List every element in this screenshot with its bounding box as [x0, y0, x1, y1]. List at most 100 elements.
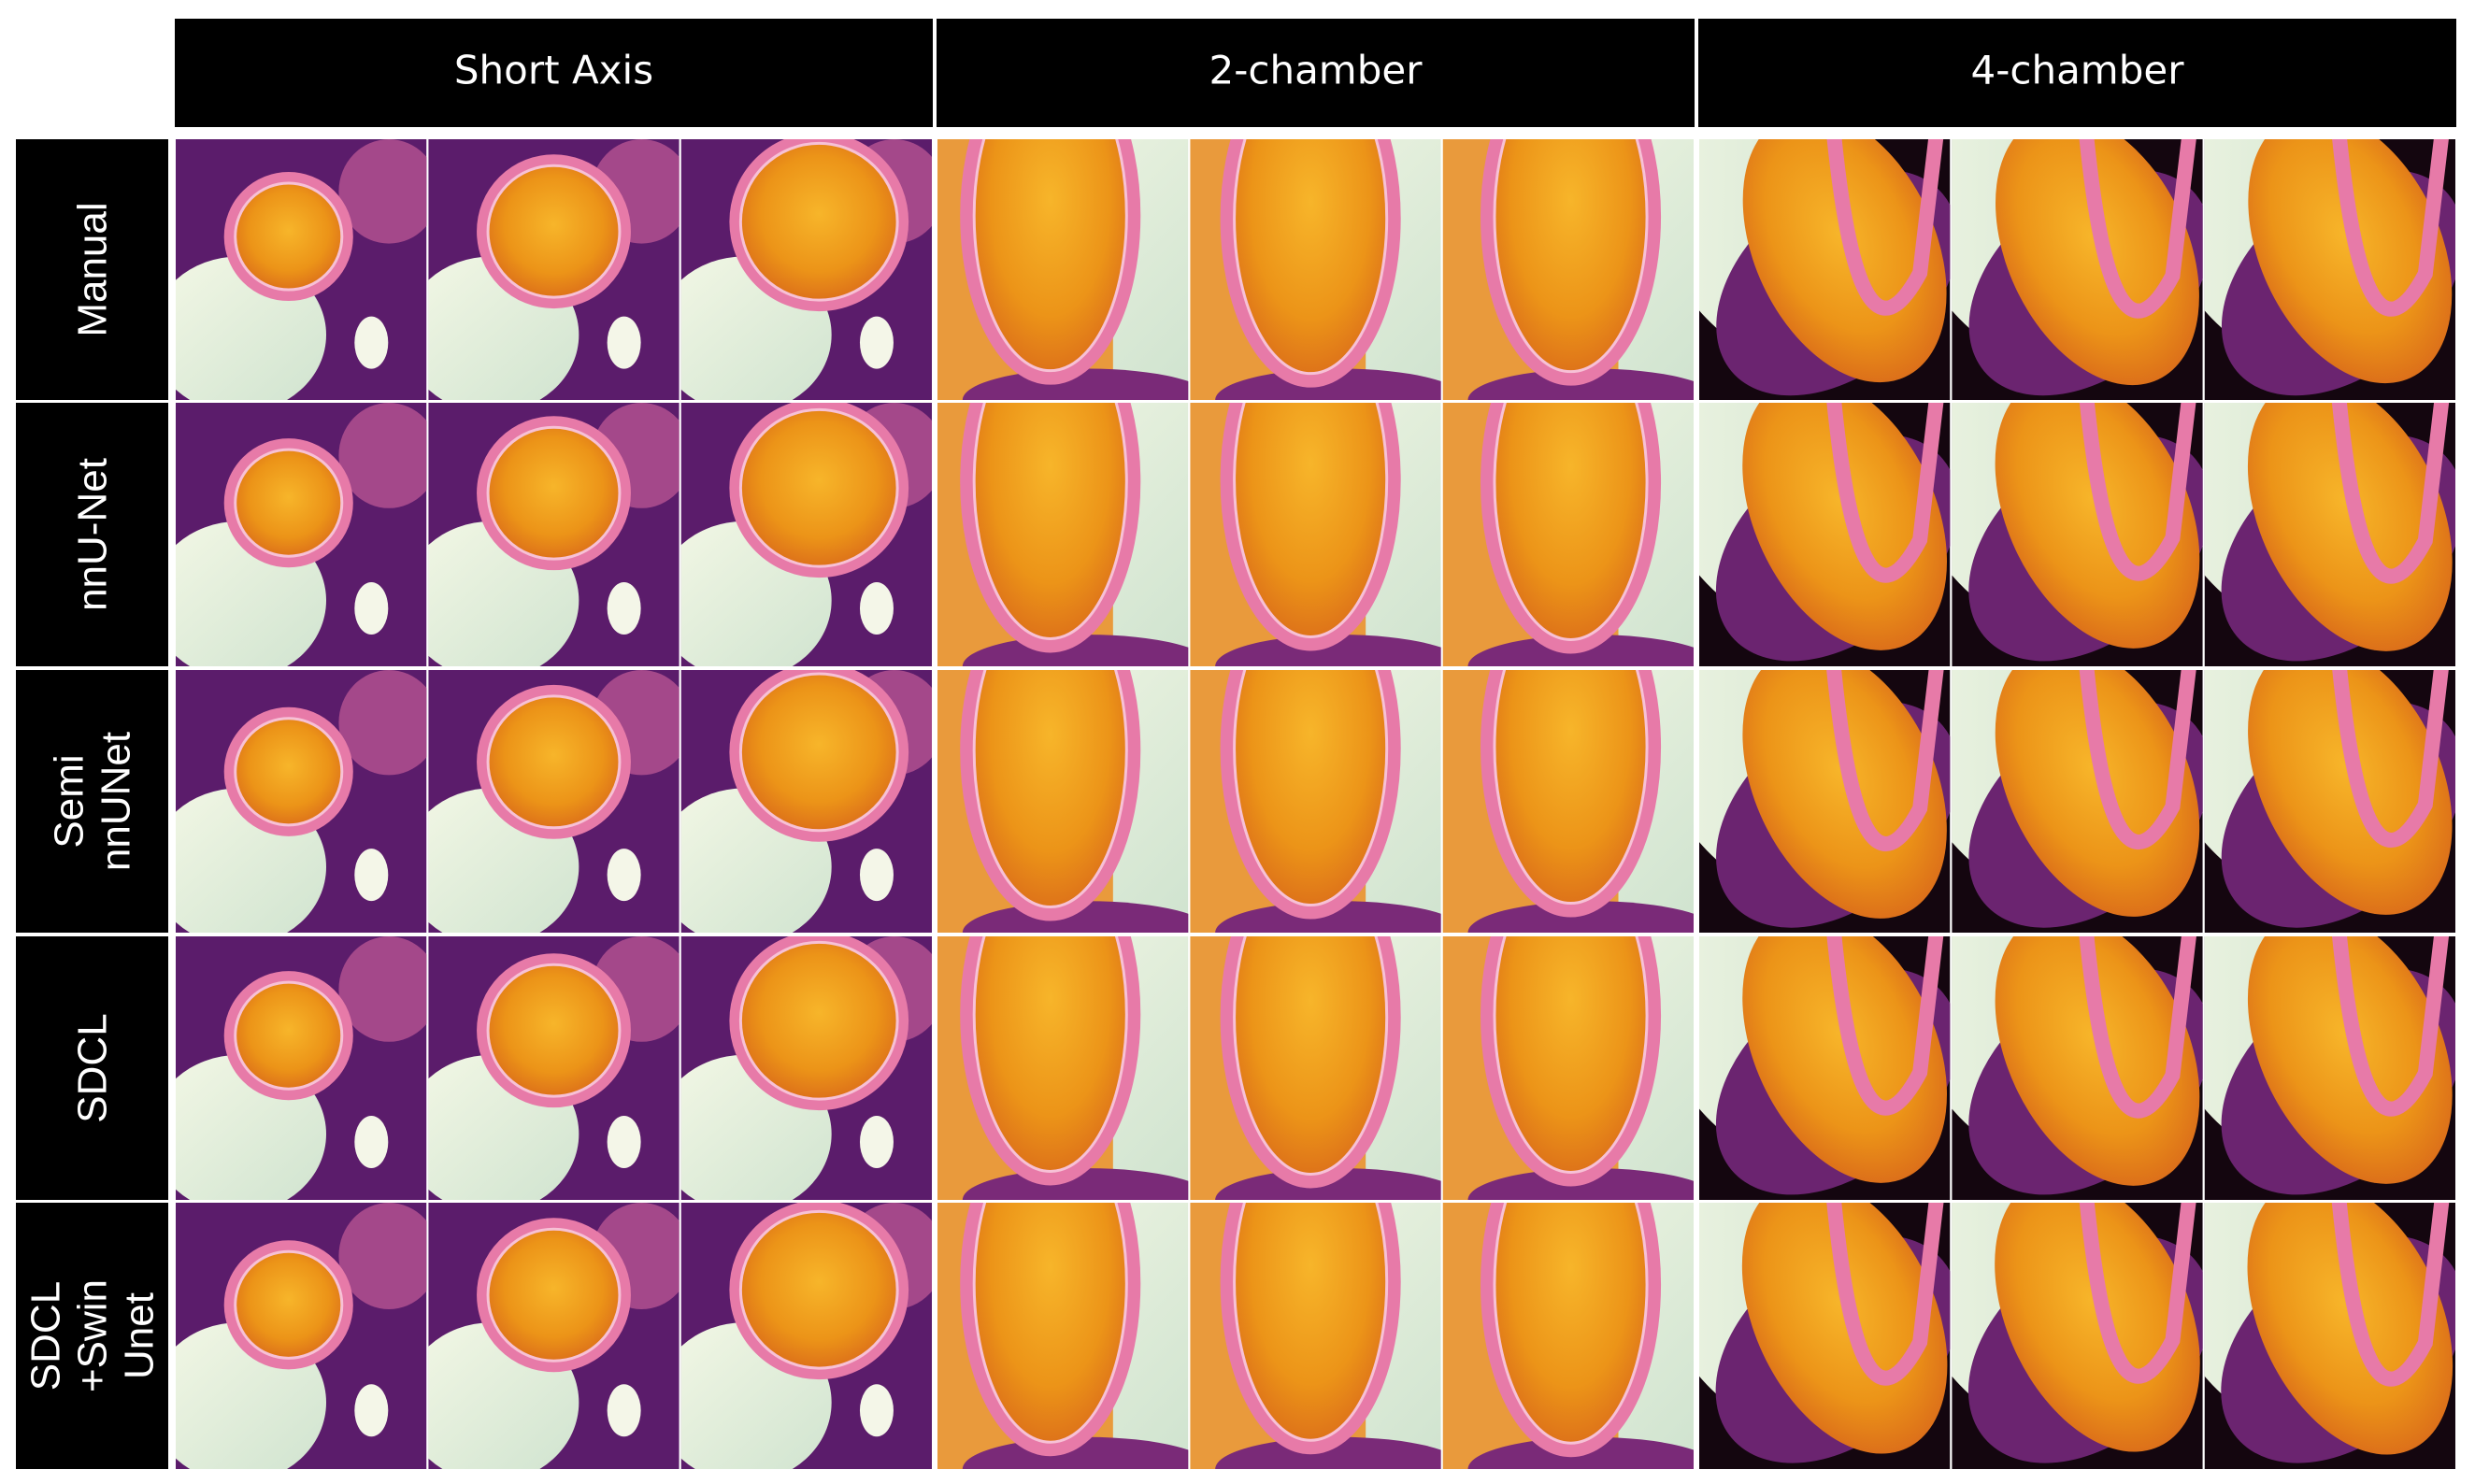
- row-label-text: SDCL: [23, 1281, 69, 1391]
- contour: [1826, 670, 1944, 851]
- row-label-text: SDCL: [70, 1013, 116, 1122]
- mri-image: [176, 1203, 427, 1469]
- mri-image: [1190, 139, 1441, 400]
- contour-inner: [1233, 139, 1389, 376]
- header-cell: [937, 19, 1695, 127]
- vessel: [859, 316, 894, 369]
- contour: [1480, 1203, 1662, 1458]
- mri-image: [1442, 936, 1694, 1200]
- mri-image: [937, 403, 1189, 666]
- blood-pool: [486, 425, 622, 562]
- contour: [2079, 1203, 2196, 1384]
- vessel: [607, 849, 641, 902]
- contour-inner: [486, 963, 622, 1098]
- contour-inner: [738, 407, 899, 568]
- blood-pool: [967, 139, 1134, 378]
- tissue: [338, 670, 427, 776]
- blood-pool: [967, 1203, 1134, 1449]
- contour-inner: [972, 936, 1128, 1173]
- mri-image: [680, 936, 933, 1200]
- contour: [2332, 936, 2450, 1117]
- tissue: [338, 936, 427, 1042]
- contour: [1220, 1203, 1401, 1455]
- blood-pool: [486, 164, 622, 300]
- contour-inner: [972, 403, 1128, 640]
- mri-image: [680, 1203, 933, 1469]
- contour-inner: [486, 164, 622, 299]
- contour: [2079, 936, 2196, 1119]
- contour: [2331, 403, 2450, 584]
- contour-inner: [972, 1203, 1128, 1444]
- contour: [1826, 936, 1944, 1116]
- blood-pool: [1487, 936, 1654, 1179]
- mri-image: [937, 936, 1189, 1200]
- contour-inner: [1493, 139, 1649, 374]
- vessel: [354, 316, 389, 369]
- tissue: [1467, 901, 1694, 933]
- contour-inner: [1493, 670, 1649, 905]
- row-label: SDCL: [70, 1013, 116, 1122]
- row-label: Manual: [70, 202, 116, 336]
- tissue: [962, 635, 1189, 666]
- mri-image: [2204, 1203, 2456, 1469]
- blood-pool: [486, 693, 622, 830]
- blood-pool: [1227, 670, 1394, 912]
- contour-inner: [1233, 403, 1389, 638]
- contour: [729, 403, 909, 578]
- mri-image: [428, 670, 680, 933]
- row-label-text: nnU-Net: [70, 458, 116, 611]
- blood-pool: [738, 141, 900, 303]
- contour-inner: [738, 672, 899, 833]
- mri-image: [680, 139, 933, 400]
- contour-inner: [1233, 936, 1389, 1176]
- tissue: [338, 403, 427, 508]
- mri-image: [1952, 936, 2203, 1200]
- contour: [477, 416, 631, 571]
- contour: [1480, 936, 1662, 1187]
- mri-image: [1952, 139, 2203, 400]
- blood-pool: [738, 940, 900, 1102]
- blood-pool: [1487, 139, 1654, 378]
- mri-image: [937, 1203, 1189, 1469]
- mri-image: [680, 403, 933, 666]
- blood-pool: [233, 980, 344, 1092]
- blood-pool: [1227, 1203, 1394, 1448]
- vessel: [859, 1115, 894, 1168]
- contour: [223, 706, 353, 836]
- blood-pool: [233, 180, 344, 293]
- contour-inner: [234, 181, 344, 292]
- contour: [729, 139, 909, 312]
- contour: [2331, 1203, 2450, 1387]
- contour-inner: [738, 141, 899, 302]
- contour-inner: [1233, 670, 1389, 906]
- contour: [223, 971, 353, 1101]
- contour-inner: [738, 1209, 899, 1370]
- blood-pool: [1487, 670, 1654, 910]
- vessel: [607, 581, 641, 635]
- contour-inner: [234, 980, 344, 1091]
- mri-image: [1699, 139, 1951, 400]
- row-label-cell: [16, 1203, 168, 1469]
- blood-pool: [967, 936, 1134, 1178]
- mri-image: [428, 139, 680, 400]
- contour-inner: [738, 940, 899, 1101]
- blood-pool: [967, 403, 1134, 646]
- tissue: [1215, 901, 1441, 933]
- row-label-text: Semi: [47, 754, 93, 848]
- contour: [477, 1218, 631, 1373]
- blood-pool: [1227, 936, 1394, 1181]
- mri-image: [1190, 670, 1441, 933]
- mri-image: [428, 936, 680, 1200]
- contour-inner: [486, 694, 622, 830]
- mri-image: [1442, 1203, 1694, 1469]
- contour-inner: [972, 139, 1128, 373]
- mri-image: [1442, 670, 1694, 933]
- mri-image: [176, 670, 427, 933]
- vessel: [607, 316, 641, 369]
- contour: [1220, 403, 1401, 651]
- contour-inner: [1493, 936, 1649, 1174]
- contour-inner: [1493, 1203, 1649, 1445]
- contour: [1826, 139, 1944, 316]
- mri-image: [428, 403, 680, 666]
- contour: [960, 139, 1141, 385]
